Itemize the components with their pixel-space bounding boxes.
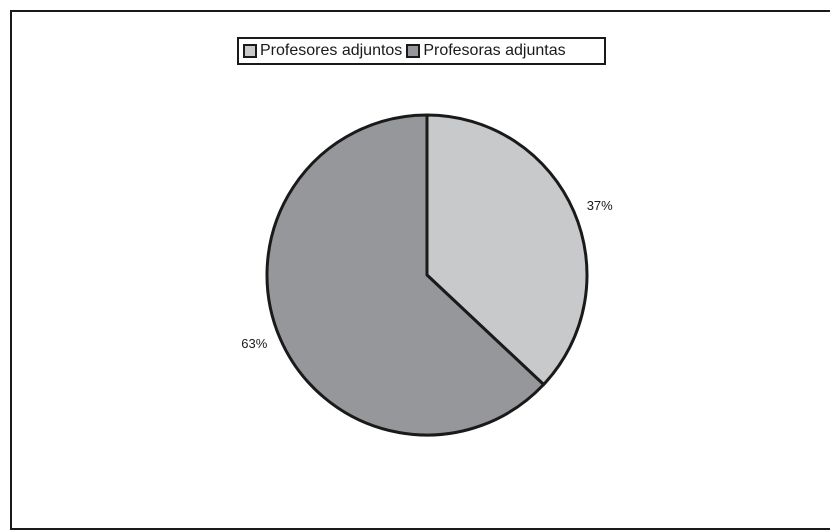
legend-item-profesoras: Profesoras adjuntas — [406, 42, 566, 60]
pie-slice-profesores — [425, 113, 589, 387]
slice-label-profesores: 37% — [587, 198, 613, 213]
legend-item-profesores: Profesores adjuntos — [243, 42, 402, 60]
slice-label-profesoras: 63% — [241, 336, 267, 351]
legend-swatch-profesoras — [406, 44, 421, 58]
legend-label-profesores: Profesores adjuntos — [260, 42, 403, 59]
pie-slice-profesoras — [265, 113, 546, 437]
pie-chart: 37% 63% — [241, 113, 613, 437]
legend-swatch-profesores — [243, 44, 257, 58]
legend: Profesores adjuntos Profesoras adjuntas — [237, 37, 606, 65]
legend-label-profesoras: Profesoras adjuntas — [423, 42, 566, 59]
